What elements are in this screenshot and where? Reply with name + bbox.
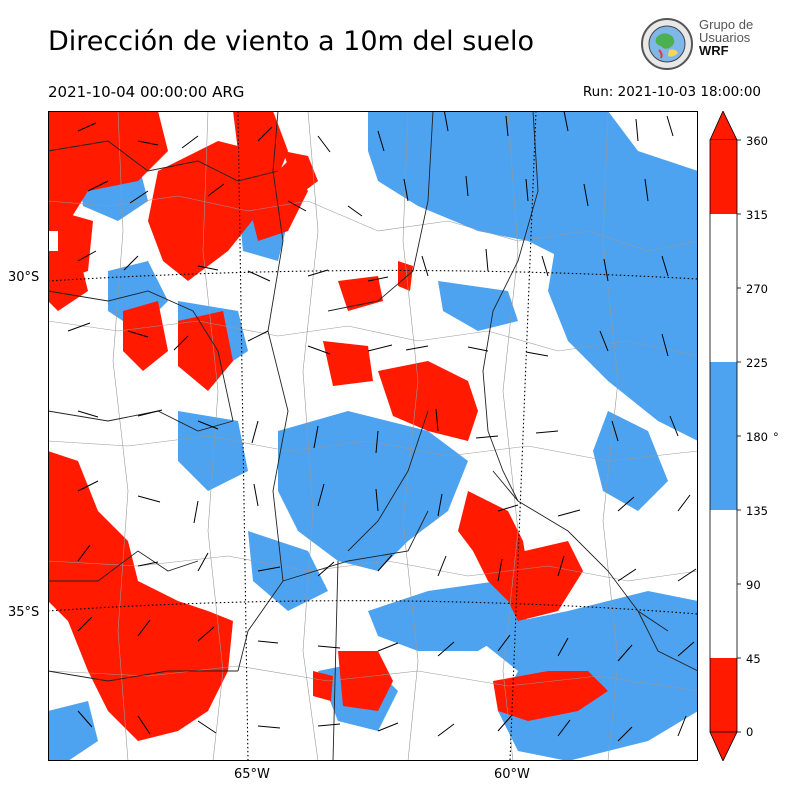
colorbar-tick: 315 — [746, 208, 768, 222]
province-boundaries — [48, 111, 698, 761]
run-time: Run: 2021-10-03 18:00:00 — [582, 84, 761, 100]
latitude-label-30s: 30°S — [8, 270, 40, 285]
colorbar-tick: 135 — [746, 504, 768, 518]
colorbar-tick: 45 — [746, 652, 761, 666]
colorbar-tick: 180 — [746, 430, 768, 444]
colorbar-tick: 225 — [746, 356, 768, 370]
wrf-users-group-logo: Grupo de Usuarios WRF — [639, 16, 765, 72]
longitude-label-65w: 65°W — [234, 767, 270, 782]
graticule — [48, 111, 698, 761]
logo-line-3: WRF — [699, 43, 729, 58]
logo-line-2: Usuarios — [699, 30, 751, 45]
valid-time: 2021-10-04 00:00:00 ARG — [48, 83, 245, 101]
wind-direction-map — [48, 111, 698, 761]
longitude-label-60w: 60°W — [494, 767, 530, 782]
colorbar-unit-label: ° — [773, 430, 779, 444]
colorbar-tick: 360 — [746, 134, 768, 148]
colorbar-tick: 0 — [746, 725, 754, 739]
colorbar-tick: 90 — [746, 578, 761, 592]
red-direction-regions — [48, 111, 608, 741]
direction-colorbar — [709, 111, 741, 761]
map-title: Dirección de viento a 10m del suelo — [48, 26, 535, 57]
latitude-label-35s: 35°S — [8, 605, 40, 620]
logo-line-1: Grupo de — [699, 17, 754, 32]
department-boundaries — [48, 111, 698, 761]
globe-logo-icon — [641, 18, 693, 70]
colorbar-tick: 270 — [746, 282, 768, 296]
wind-vectors — [67, 111, 697, 742]
